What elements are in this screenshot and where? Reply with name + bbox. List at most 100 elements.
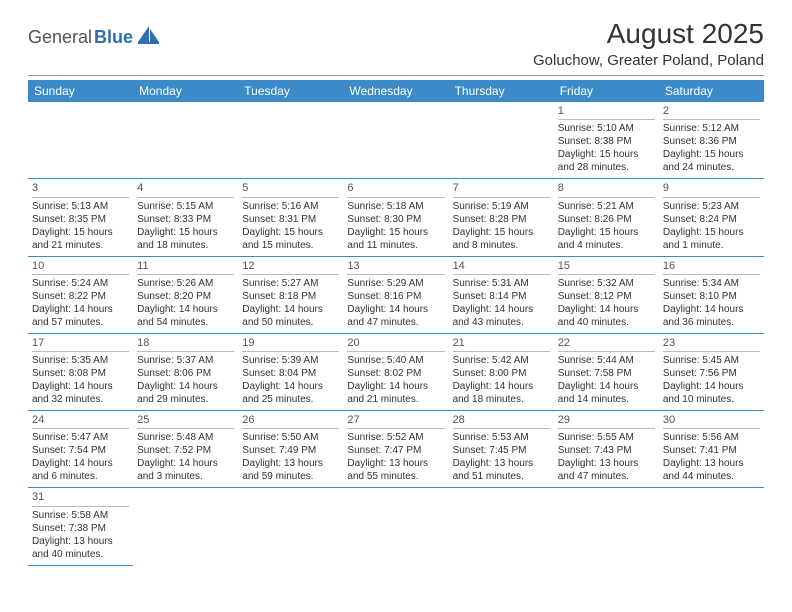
day-info: Sunrise: 5:24 AMSunset: 8:22 PMDaylight:… — [32, 277, 129, 329]
cell-divider — [558, 197, 655, 198]
day-info: Sunrise: 5:47 AMSunset: 7:54 PMDaylight:… — [32, 431, 129, 483]
day-number: 23 — [663, 336, 760, 350]
calendar-cell — [343, 102, 448, 179]
weekday-header: Friday — [554, 80, 659, 102]
day-number: 13 — [347, 259, 444, 273]
calendar-cell: 22Sunrise: 5:44 AMSunset: 7:58 PMDayligh… — [554, 333, 659, 410]
day-info: Sunrise: 5:19 AMSunset: 8:28 PMDaylight:… — [453, 200, 550, 252]
weekday-header: Wednesday — [343, 80, 448, 102]
day-info: Sunrise: 5:50 AMSunset: 7:49 PMDaylight:… — [242, 431, 339, 483]
day-info: Sunrise: 5:31 AMSunset: 8:14 PMDaylight:… — [453, 277, 550, 329]
day-info: Sunrise: 5:58 AMSunset: 7:38 PMDaylight:… — [32, 509, 129, 561]
day-info: Sunrise: 5:52 AMSunset: 7:47 PMDaylight:… — [347, 431, 444, 483]
day-info: Sunrise: 5:26 AMSunset: 8:20 PMDaylight:… — [137, 277, 234, 329]
weekday-header: Saturday — [659, 80, 764, 102]
day-number: 10 — [32, 259, 129, 273]
day-info: Sunrise: 5:53 AMSunset: 7:45 PMDaylight:… — [453, 431, 550, 483]
calendar-cell: 9Sunrise: 5:23 AMSunset: 8:24 PMDaylight… — [659, 179, 764, 256]
calendar-cell: 6Sunrise: 5:18 AMSunset: 8:30 PMDaylight… — [343, 179, 448, 256]
day-number: 31 — [32, 490, 129, 504]
calendar-cell: 29 Sunrise: 5:55 AMSunset: 7:43 PMDayligh… — [554, 411, 659, 488]
calendar-cell: 25 Sunrise: 5:48 AMSunset: 7:52 PMDayligh… — [133, 411, 238, 488]
day-info: Sunrise: 5:23 AMSunset: 8:24 PMDaylight:… — [663, 200, 760, 252]
calendar-row: 24 Sunrise: 5:47 AMSunset: 7:54 PMDayligh… — [28, 411, 764, 488]
cell-divider — [663, 274, 760, 275]
day-info: Sunrise: 5:42 AMSunset: 8:00 PMDaylight:… — [453, 354, 550, 406]
day-number: 6 — [347, 181, 444, 195]
cell-divider — [32, 197, 129, 198]
calendar-row: 17Sunrise: 5:35 AMSunset: 8:08 PMDayligh… — [28, 333, 764, 410]
day-number: 7 — [453, 181, 550, 195]
calendar-cell: 27 Sunrise: 5:52 AMSunset: 7:47 PMDayligh… — [343, 411, 448, 488]
calendar-cell: 28Sunrise: 5:53 AMSunset: 7:45 PMDayligh… — [449, 411, 554, 488]
day-number: 12 — [242, 259, 339, 273]
calendar-head: SundayMondayTuesdayWednesdayThursdayFrid… — [28, 80, 764, 102]
day-info: Sunrise: 5:55 AMSunset: 7:43 PMDaylight:… — [558, 431, 655, 483]
day-number: 8 — [558, 181, 655, 195]
weekday-header: Monday — [133, 80, 238, 102]
cell-divider — [242, 351, 339, 352]
day-info: Sunrise: 5:32 AMSunset: 8:12 PMDaylight:… — [558, 277, 655, 329]
calendar-cell — [28, 102, 133, 179]
calendar-body: 1Sunrise: 5:10 AMSunset: 8:38 PMDaylight… — [28, 102, 764, 565]
day-info: Sunrise: 5:45 AMSunset: 7:56 PMDaylight:… — [663, 354, 760, 406]
calendar-cell: 31 Sunrise: 5:58 AMSunset: 7:38 PMDayligh… — [28, 488, 133, 565]
weekday-header: Tuesday — [238, 80, 343, 102]
calendar-cell: 21Sunrise: 5:42 AMSunset: 8:00 PMDayligh… — [449, 333, 554, 410]
day-info: Sunrise: 5:48 AMSunset: 7:52 PMDaylight:… — [137, 431, 234, 483]
logo-text-blue: Blue — [94, 27, 133, 48]
header-divider — [28, 75, 764, 76]
calendar-cell: 12 Sunrise: 5:27 AMSunset: 8:18 PMDayligh… — [238, 256, 343, 333]
cell-divider — [137, 428, 234, 429]
day-info: Sunrise: 5:37 AMSunset: 8:06 PMDaylight:… — [137, 354, 234, 406]
day-number: 16 — [663, 259, 760, 273]
cell-divider — [663, 119, 760, 120]
calendar-cell: 4Sunrise: 5:15 AMSunset: 8:33 PMDaylight… — [133, 179, 238, 256]
day-info: Sunrise: 5:21 AMSunset: 8:26 PMDaylight:… — [558, 200, 655, 252]
cell-divider — [242, 274, 339, 275]
day-number: 27 — [347, 413, 444, 427]
calendar-cell — [133, 102, 238, 179]
calendar-cell: 3Sunrise: 5:13 AMSunset: 8:35 PMDaylight… — [28, 179, 133, 256]
day-number: 25 — [137, 413, 234, 427]
calendar-cell: 30Sunrise: 5:56 AMSunset: 7:41 PMDayligh… — [659, 411, 764, 488]
calendar-cell — [343, 488, 448, 565]
cell-divider — [558, 428, 655, 429]
cell-divider — [663, 428, 760, 429]
cell-divider — [558, 119, 655, 120]
cell-divider — [347, 197, 444, 198]
day-number: 30 — [663, 413, 760, 427]
day-info: Sunrise: 5:13 AMSunset: 8:35 PMDaylight:… — [32, 200, 129, 252]
cell-divider — [32, 351, 129, 352]
cell-divider — [137, 197, 234, 198]
calendar-cell — [659, 488, 764, 565]
day-number: 24 — [32, 413, 129, 427]
cell-divider — [453, 428, 550, 429]
cell-divider — [663, 197, 760, 198]
weekday-header: Sunday — [28, 80, 133, 102]
cell-divider — [347, 274, 444, 275]
day-info: Sunrise: 5:27 AMSunset: 8:18 PMDaylight:… — [242, 277, 339, 329]
calendar-cell: 5Sunrise: 5:16 AMSunset: 8:31 PMDaylight… — [238, 179, 343, 256]
cell-divider — [137, 274, 234, 275]
calendar-row: 31 Sunrise: 5:58 AMSunset: 7:38 PMDayligh… — [28, 488, 764, 565]
day-number: 17 — [32, 336, 129, 350]
cell-divider — [242, 197, 339, 198]
logo-text-general: General — [28, 27, 92, 48]
day-info: Sunrise: 5:29 AMSunset: 8:16 PMDaylight:… — [347, 277, 444, 329]
cell-divider — [558, 274, 655, 275]
day-number: 29 — [558, 413, 655, 427]
day-info: Sunrise: 5:44 AMSunset: 7:58 PMDaylight:… — [558, 354, 655, 406]
day-info: Sunrise: 5:16 AMSunset: 8:31 PMDaylight:… — [242, 200, 339, 252]
day-number: 4 — [137, 181, 234, 195]
calendar-cell: 7 Sunrise: 5:19 AMSunset: 8:28 PMDaylight… — [449, 179, 554, 256]
calendar-cell: 10 Sunrise: 5:24 AMSunset: 8:22 PMDayligh… — [28, 256, 133, 333]
calendar-cell: 13 Sunrise: 5:29 AMSunset: 8:16 PMDayligh… — [343, 256, 448, 333]
calendar-cell — [449, 488, 554, 565]
calendar-cell: 1Sunrise: 5:10 AMSunset: 8:38 PMDaylight… — [554, 102, 659, 179]
calendar-cell — [238, 488, 343, 565]
weekday-header: Thursday — [449, 80, 554, 102]
calendar-cell: 8 Sunrise: 5:21 AMSunset: 8:26 PMDaylight… — [554, 179, 659, 256]
day-info: Sunrise: 5:10 AMSunset: 8:38 PMDaylight:… — [558, 122, 655, 174]
month-title: August 2025 — [533, 18, 764, 50]
